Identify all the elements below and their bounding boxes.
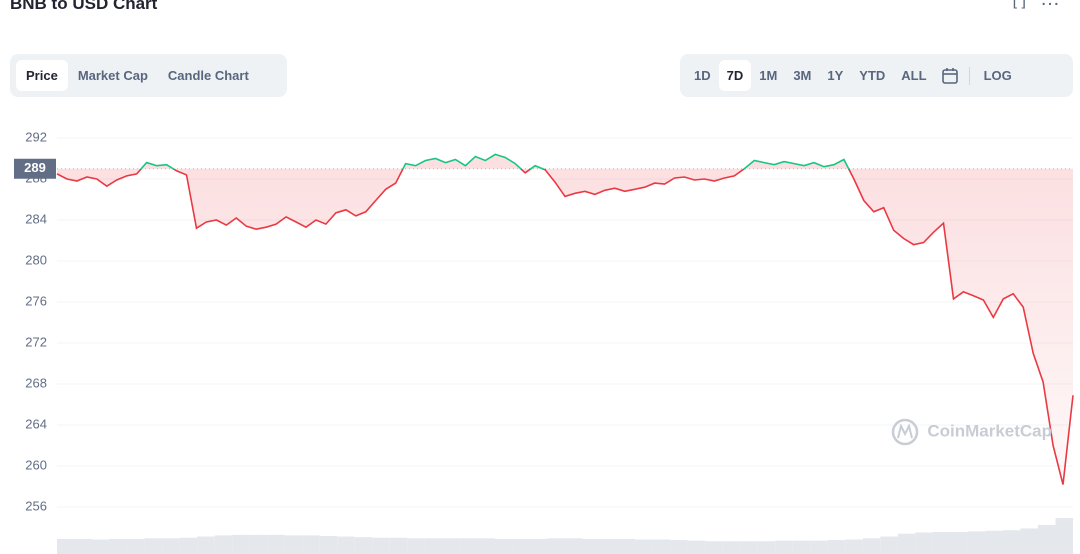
volume-bar: [792, 540, 811, 554]
y-tick-label: 292: [25, 129, 47, 144]
watermark: CoinMarketCap: [927, 421, 1052, 440]
volume-bar: [985, 530, 1003, 554]
volume-bar: [880, 536, 898, 554]
volume-bar: [740, 541, 758, 554]
tab[interactable]: Market Cap: [77, 68, 148, 83]
volume-bar: [687, 540, 706, 554]
volume-bar: [179, 537, 198, 554]
volume-bar: [407, 538, 425, 554]
volume-bar: [354, 537, 373, 554]
volume-bar: [267, 534, 285, 554]
volume-bar: [249, 534, 268, 554]
volume-bar: [74, 538, 93, 554]
volume-bar: [144, 538, 163, 554]
volume-bar: [582, 538, 601, 554]
reference-badge: [14, 158, 56, 179]
watermark-logo-mark: [897, 423, 913, 439]
volume-bar: [897, 533, 916, 554]
volume-bar: [127, 538, 145, 554]
volume-bar: [600, 538, 618, 554]
volume-bar: [389, 537, 408, 554]
volume-bar: [372, 537, 390, 554]
volume-bar: [424, 538, 443, 554]
range-button[interactable]: 3M: [793, 68, 812, 83]
calendar-icon[interactable]: [935, 67, 965, 85]
volume-bar: [652, 539, 671, 554]
volume-bar: [705, 541, 723, 554]
volume-bar: [162, 538, 180, 554]
volume-bar: [109, 538, 128, 554]
watermark-logo: [891, 418, 919, 446]
volume-bar: [845, 539, 863, 554]
volume-bar: [967, 531, 986, 554]
volume-bar: [232, 534, 250, 554]
volume-bar: [862, 538, 881, 554]
volume-bar: [950, 531, 968, 554]
log-button[interactable]: LOG: [983, 68, 1012, 83]
volume-bar: [1020, 528, 1038, 554]
volume-bar: [284, 535, 303, 554]
volume-bar: [617, 538, 636, 554]
area-fill: [57, 154, 1073, 485]
tab[interactable]: Price: [16, 60, 68, 91]
y-tick-label: 276: [25, 293, 47, 308]
y-tick-label: 260: [25, 457, 47, 472]
volume-bar: [477, 538, 495, 554]
separator: [968, 66, 970, 85]
volume-bar: [670, 540, 688, 554]
volume-bar: [494, 538, 513, 554]
more-icon[interactable]: …: [1040, 0, 1060, 11]
volume-bar: [197, 536, 215, 554]
y-tick-label: 268: [25, 375, 47, 390]
tab[interactable]: Candle Chart: [167, 68, 249, 83]
price-line: [56, 153, 1074, 485]
range-button[interactable]: YTD: [859, 68, 886, 83]
volume-bar: [512, 538, 530, 554]
volume-bar: [810, 540, 828, 554]
volume-bar: [915, 532, 933, 554]
volume-bar: [319, 536, 338, 554]
volume-bar: [1037, 524, 1056, 554]
range-button[interactable]: ALL: [901, 68, 927, 83]
volume-bar: [92, 539, 110, 554]
range-button[interactable]: 1D: [694, 68, 711, 83]
volume-bar: [635, 539, 653, 554]
chart-tabs: Price Market Cap Candle Chart: [10, 54, 287, 97]
y-tick-label: 264: [25, 416, 47, 431]
y-tick-label: 280: [25, 252, 47, 267]
volume-bar: [757, 541, 776, 554]
volume-bar: [529, 538, 548, 554]
volume-bar: [214, 535, 233, 554]
volume-bar: [722, 541, 741, 554]
y-tick-label: 272: [25, 334, 47, 349]
range-button[interactable]: 1M: [759, 68, 778, 83]
volume-bar: [337, 536, 355, 554]
volume-bar: [1055, 518, 1073, 554]
volume-bar: [459, 538, 478, 554]
y-tick-label: 284: [25, 211, 47, 226]
fullscreen-icon[interactable]: [ ]: [1012, 0, 1026, 9]
volume-bar: [547, 538, 565, 554]
y-tick-label: 288: [25, 170, 47, 185]
reference-label: 289: [24, 160, 46, 175]
volume-bar: [442, 538, 460, 554]
volume-bar: [932, 531, 951, 554]
volume-bar: [827, 540, 846, 554]
range-button[interactable]: 1Y: [827, 68, 844, 83]
volume-bar: [565, 538, 583, 554]
volume-bar: [57, 538, 75, 554]
volume-bar: [775, 540, 793, 554]
range-tabs: 1D 7D 1M 3M 1Y YTD ALL LOG: [680, 54, 1073, 97]
title: BNB to USD Chart: [10, 0, 158, 13]
range-button[interactable]: 7D: [718, 60, 752, 91]
volume-bar: [302, 535, 320, 554]
y-tick-label: 256: [25, 498, 47, 513]
volume-bar: [1002, 530, 1021, 554]
